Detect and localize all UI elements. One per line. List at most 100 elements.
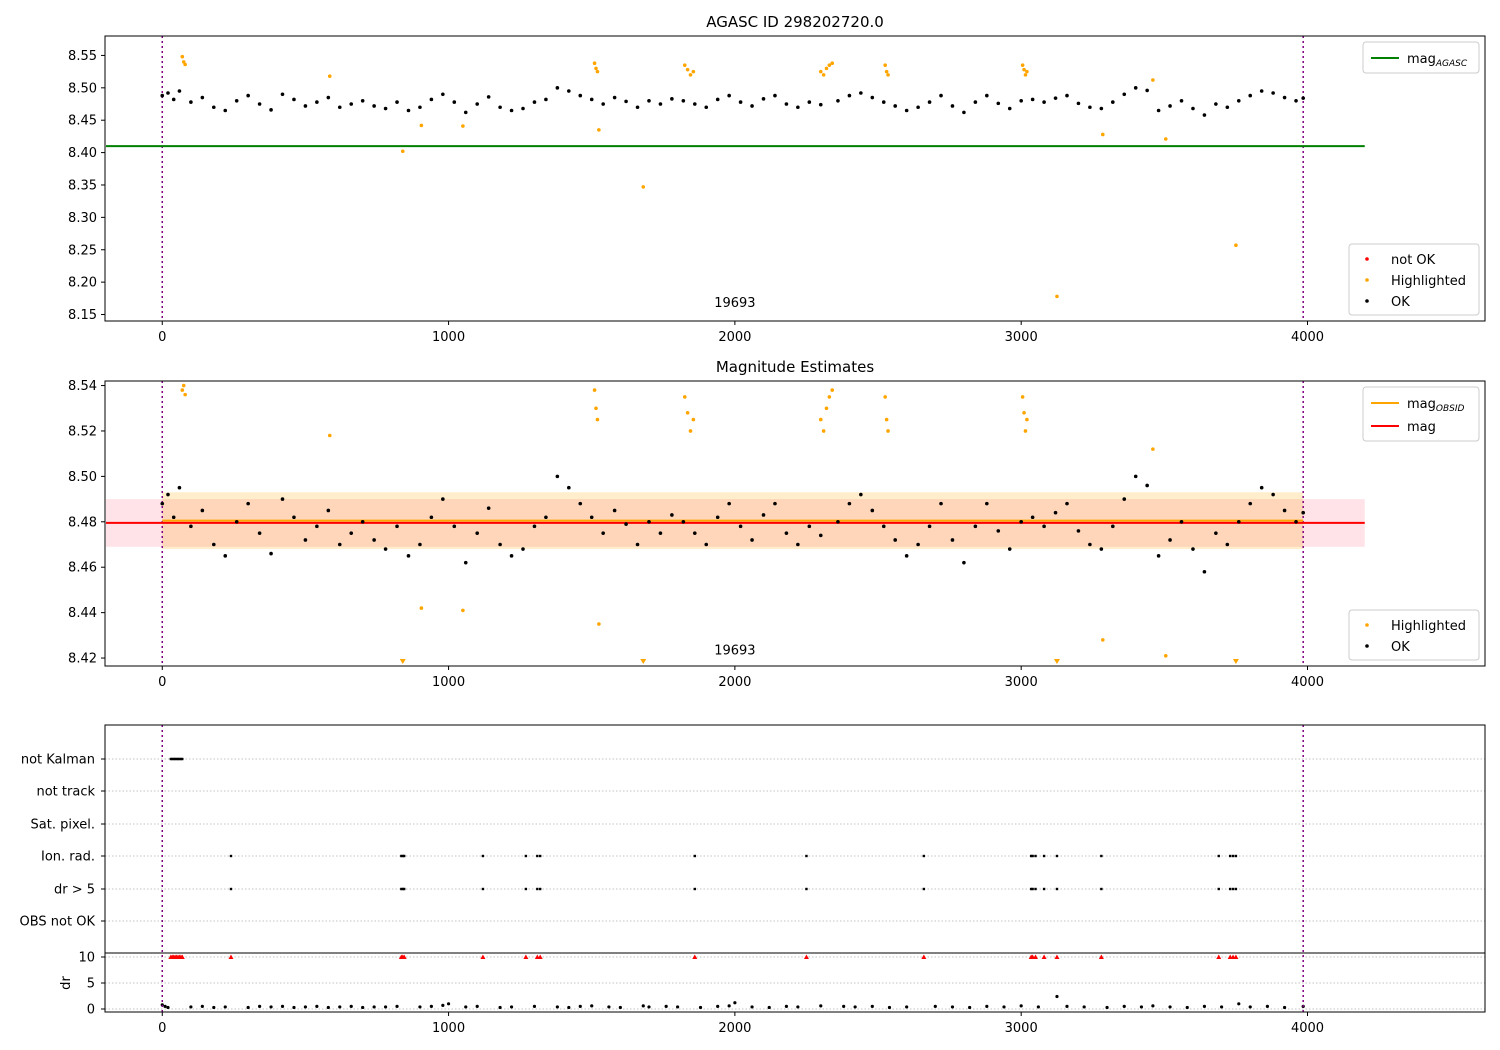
dr-point — [1151, 1004, 1155, 1008]
highlighted-point — [1022, 410, 1026, 415]
ok-point — [738, 524, 743, 529]
ok-point — [996, 529, 1001, 533]
ok-point — [1225, 105, 1230, 110]
highlighted-point — [818, 69, 823, 74]
highlighted-point — [1151, 78, 1155, 82]
ok-point — [171, 97, 176, 102]
ok-point — [601, 102, 605, 106]
ok-point — [692, 531, 697, 535]
highlighted-point — [1023, 73, 1028, 77]
dr-capped-marker — [1098, 954, 1104, 959]
magnitude-estimates-panel: Magnitude Estimates 19693 8.42 8.44 8.46 8.48… — [68, 358, 1486, 690]
ok-point — [1156, 554, 1161, 558]
ok-point — [904, 554, 909, 558]
y-tick-label: 8.54 — [68, 379, 97, 394]
highlighted-point — [691, 69, 696, 74]
dr-point — [767, 1005, 771, 1010]
ok-point — [1042, 100, 1046, 104]
ok-point — [360, 519, 365, 524]
ok-point — [738, 100, 743, 104]
ok-point — [223, 554, 228, 558]
ok-point — [939, 501, 943, 506]
highlighted-point — [685, 67, 690, 72]
ok-point — [1168, 104, 1172, 108]
ok-point — [624, 522, 628, 526]
flag-marker — [693, 887, 696, 891]
ok-point — [171, 515, 176, 520]
ok-point — [257, 102, 262, 106]
dr-point — [1265, 1004, 1270, 1009]
dr-point — [509, 1005, 514, 1009]
flag-marker — [1030, 887, 1033, 891]
flag-category-label: not track — [36, 785, 95, 800]
ok-point — [395, 100, 399, 104]
dr-point — [607, 1005, 611, 1009]
x-tick-label: 2000 — [718, 1021, 751, 1036]
ok-point — [429, 97, 434, 102]
dr-point — [985, 1004, 989, 1009]
flag-marker — [401, 887, 404, 891]
ok-point — [498, 105, 502, 110]
flags-panel: not Kalman not track Sat. pixel. Ion. rad. d… — [20, 724, 1486, 1036]
ok-point — [796, 105, 800, 110]
dr-point — [578, 1004, 582, 1009]
chart-title: Magnitude Estimates — [716, 358, 874, 376]
legend-point-swatch — [1365, 299, 1369, 303]
ok-point — [292, 97, 296, 102]
ok-point — [280, 497, 285, 501]
ok-point — [257, 531, 262, 535]
ok-point — [807, 100, 812, 104]
highlighted-point — [183, 62, 187, 67]
ok-point — [773, 93, 777, 98]
highlighted-point — [181, 383, 186, 388]
ok-point — [881, 100, 886, 104]
ok-point — [509, 554, 514, 558]
ok-point — [1088, 542, 1092, 547]
chart-title: AGASC ID 298202720.0 — [706, 13, 884, 31]
dr-point — [796, 1005, 800, 1009]
ok-point — [223, 108, 228, 113]
ok-point — [406, 554, 411, 558]
highlighted-point — [180, 388, 185, 392]
ok-point — [612, 508, 617, 513]
ok-point — [521, 106, 525, 111]
ok-point — [532, 100, 537, 104]
ok-point — [704, 542, 709, 547]
flag-marker — [1055, 854, 1059, 858]
highlighted-point — [883, 63, 887, 67]
dr-point — [418, 1005, 422, 1009]
dr-capped-marker — [401, 954, 407, 959]
ok-point — [715, 97, 720, 102]
ok-point — [372, 538, 376, 542]
ok-point — [870, 508, 875, 513]
dr-axis-label: dr — [59, 976, 74, 990]
flag-marker — [922, 854, 926, 858]
flag-marker — [1100, 887, 1103, 891]
dr-capped-marker — [921, 954, 927, 959]
dr-point — [315, 1004, 319, 1009]
x-tick-label: 4000 — [1291, 330, 1324, 345]
ok-point — [406, 108, 411, 113]
flag-marker — [693, 854, 696, 858]
dr-point — [1122, 1004, 1126, 1009]
ok-point — [818, 102, 823, 107]
ok-point — [567, 485, 571, 490]
dr-point — [383, 1005, 388, 1009]
x-tick-label: 1000 — [432, 1021, 465, 1036]
ok-point — [234, 519, 239, 524]
ok-point — [589, 515, 594, 520]
ok-point — [211, 542, 216, 547]
ok-point — [847, 93, 852, 98]
highlighted-point — [691, 417, 696, 422]
x-tick-label: 2000 — [718, 675, 751, 690]
ok-point — [1301, 510, 1305, 515]
ok-point — [463, 110, 468, 115]
line-legend-box — [1362, 386, 1480, 442]
highlighted-point — [886, 429, 890, 433]
highlighted-point — [1100, 132, 1105, 137]
dr-point — [160, 1003, 164, 1007]
y-tick-label: 8.45 — [68, 114, 97, 129]
dr-point — [819, 1004, 823, 1008]
flag-marker — [169, 757, 173, 761]
